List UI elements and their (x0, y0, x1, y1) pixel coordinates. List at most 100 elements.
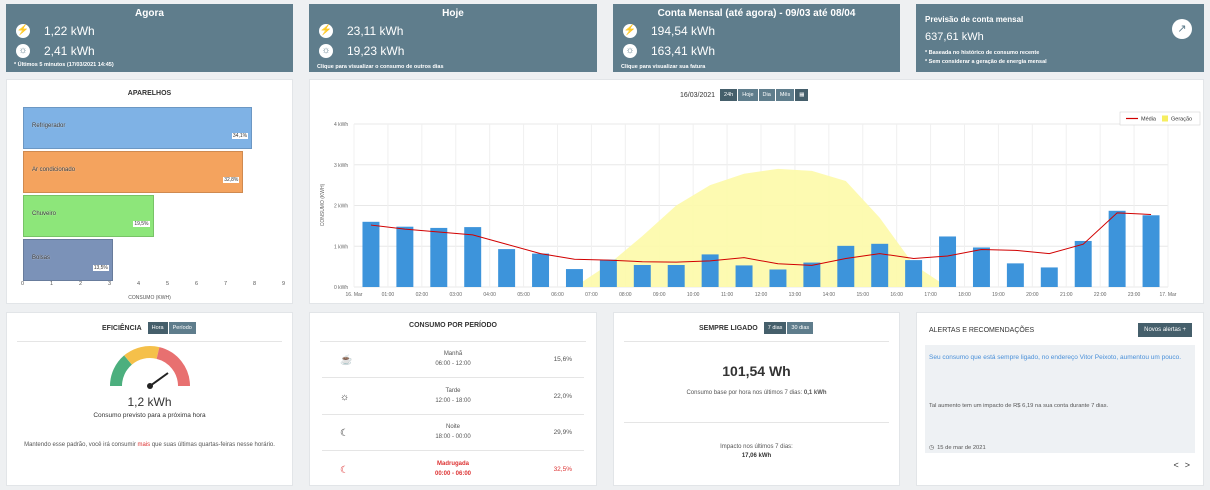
kpi-hoje-consumo: 23,11 kWh (347, 24, 404, 38)
x-tick-label: 12:00 (755, 292, 768, 298)
appliance-bar: Bolsas 13,5% (23, 239, 113, 281)
prev-alert-button[interactable]: < (1173, 460, 1179, 470)
aparelhos-tick: 1 (50, 281, 54, 287)
novos-alertas-button[interactable]: Novos alertas + (1138, 323, 1192, 337)
x-tick-label: 07:00 (585, 292, 598, 298)
consumo-bar (667, 264, 685, 287)
kpi-previsao-title: Previsão de conta mensal (925, 15, 1024, 24)
periodo-name: Madrugada 00:00 - 06:00 (434, 460, 472, 477)
lightning-icon: ⚡ (319, 24, 333, 38)
x-tick-label: 17. Mar (1160, 292, 1177, 298)
x-tick-label: 11:00 (721, 292, 733, 298)
consumo-bar (769, 269, 787, 287)
geracao-area (370, 168, 1152, 287)
appliance-label: Chuveiro (32, 211, 57, 217)
kpi-hoje-note: Clique para visualizar o consumo de outr… (317, 64, 444, 70)
x-tick-label: 10:00 (687, 292, 700, 298)
btn-mes[interactable]: Mês (775, 89, 795, 101)
clock-icon: ◷ (929, 445, 935, 451)
kpi-previsao-value: 637,61 kWh (925, 31, 984, 43)
appliance-bar: Chuveiro 19,5% (23, 195, 154, 237)
alert-impact: Tal aumento tem um impacto de R$ 6,19 na… (929, 403, 1109, 409)
sun-icon: ☼ (623, 44, 637, 58)
consumo-bar (1142, 215, 1160, 287)
btn-24h[interactable]: 24h (720, 89, 738, 101)
periodo-row: ☾ Madrugada 00:00 - 06:00 32,5% (322, 452, 584, 488)
x-tick-label: 13:00 (789, 292, 802, 298)
x-tick-label: 17:00 (924, 292, 937, 298)
periodo-row: ☕ Manhã 06:00 - 12:00 15,6% (322, 342, 584, 378)
sempre-line2: Impacto nos últimos 7 dias: (720, 444, 793, 450)
consumo-bar (972, 247, 990, 287)
legend-media-label: Média (1141, 117, 1157, 123)
x-tick-label: 21:00 (1060, 292, 1073, 298)
consumo-chart-card: 16/03/2021 24h Hoje Dia Mês ▦ 0 kWh 1 kWh… (309, 79, 1204, 304)
alertas-title: ALERTAS E RECOMENDAÇÕES (929, 327, 1035, 334)
consumo-bar (464, 227, 482, 287)
btn-periodo[interactable]: Período (168, 322, 196, 334)
night-moon-icon: ☾ (340, 464, 349, 476)
calendar-icon[interactable]: ▦ (795, 89, 809, 101)
sempre-value: 101,54 Wh (722, 363, 791, 379)
kpi-hoje-title: Hoje (442, 8, 464, 19)
aparelhos-xlabel: CONSUMO (KWH) (128, 295, 171, 301)
consumo-bar (1006, 263, 1024, 287)
kpi-agora: Agora ⚡ 1,22 kWh ☼ 2,41 kWh * Últimos 5 mi… (6, 4, 293, 72)
aparelhos-tick: 9 (282, 281, 286, 287)
kpi-mensal-geracao: 163,41 kWh (651, 44, 716, 58)
kpi-agora-consumo: 1,22 kWh (44, 24, 95, 38)
periodo-title: CONSUMO POR PERÍODO (409, 322, 497, 329)
kpi-mensal-note: Clique para visualizar sua fatura (621, 64, 706, 70)
aparelhos-tick: 8 (253, 281, 257, 287)
legend-geracao-swatch (1162, 115, 1168, 122)
aparelhos-tick: 0 (21, 281, 25, 287)
x-tick-label: 15:00 (856, 292, 869, 298)
consumo-bar (532, 253, 550, 287)
periodo-name: Manhã 06:00 - 12:00 (435, 351, 471, 367)
consumo-bar (599, 259, 617, 287)
kpi-agora-note: * Últimos 5 minutos (17/03/2021 14:45) (14, 62, 114, 68)
y-axis-label: CONSUMO (KWH) (320, 183, 326, 226)
x-tick-label: 14:00 (823, 292, 836, 298)
x-tick-label: 02:00 (416, 292, 429, 298)
periodo-card: CONSUMO POR PERÍODO ☕ Manhã 06:00 - 12:00 1… (309, 312, 597, 486)
consumo-bar (837, 245, 855, 287)
moon-icon: ☾ (340, 428, 349, 439)
btn-hoje[interactable]: Hoje (738, 89, 758, 101)
sempre-line1: Consumo base por hora nos últimos 7 dias… (686, 390, 827, 396)
efficiency-gauge (110, 346, 190, 389)
consumo-bar (939, 236, 957, 287)
kpi-mensal-title: Conta Mensal (até agora) - 09/03 até 08/… (657, 8, 856, 19)
consumo-bar (905, 260, 923, 287)
btn-dia[interactable]: Dia (758, 89, 775, 101)
next-alert-button[interactable]: > (1184, 460, 1190, 470)
x-tick-label: 03:00 (449, 292, 462, 298)
periodo-pct: 29,9% (553, 429, 572, 436)
sempre-ligado-card: SEMPRE LIGADO 7 dias 30 dias 101,54 Wh C… (613, 312, 900, 486)
btn-hora[interactable]: Hora (147, 322, 168, 334)
aparelhos-tick: 3 (108, 281, 112, 287)
x-tick-label: 20:00 (1026, 292, 1039, 298)
kpi-hoje[interactable]: Hoje ⚡ 23,11 kWh ☼ 19,23 kWh Clique para v… (309, 4, 597, 72)
consumo-bar (633, 264, 651, 287)
legend-geracao-label: Geração (1171, 117, 1192, 123)
consumo-bar (871, 243, 889, 287)
alert-message: Seu consumo que está sempre ligado, no e… (929, 354, 1182, 361)
periodo-row: ☼ Tarde 12:00 - 18:00 22,0% (322, 379, 584, 415)
btn-30-dias[interactable]: 30 dias (787, 322, 814, 334)
aparelhos-tick: 4 (137, 281, 141, 287)
btn-7-dias[interactable]: 7 dias (763, 322, 787, 334)
consumo-bar (1108, 210, 1126, 287)
alertas-card: ALERTAS E RECOMENDAÇÕES Novos alertas + … (916, 312, 1204, 486)
x-tick-label: 19:00 (992, 292, 1005, 298)
lightning-icon: ⚡ (623, 24, 637, 38)
sun-icon: ☼ (340, 391, 350, 403)
consumo-bar (565, 269, 583, 287)
x-tick-label: 08:00 (619, 292, 632, 298)
aparelhos-card: APARELHOS Refrigerador 34,1% Ar condiciona… (6, 79, 293, 304)
sun-icon: ☼ (16, 44, 30, 58)
kpi-mensal[interactable]: Conta Mensal (até agora) - 09/03 até 08/… (613, 4, 900, 72)
alert-item[interactable]: Seu consumo que está sempre ligado, no e… (925, 345, 1195, 453)
legend-box (1119, 111, 1201, 126)
x-tick-label: 16. Mar (346, 292, 363, 298)
